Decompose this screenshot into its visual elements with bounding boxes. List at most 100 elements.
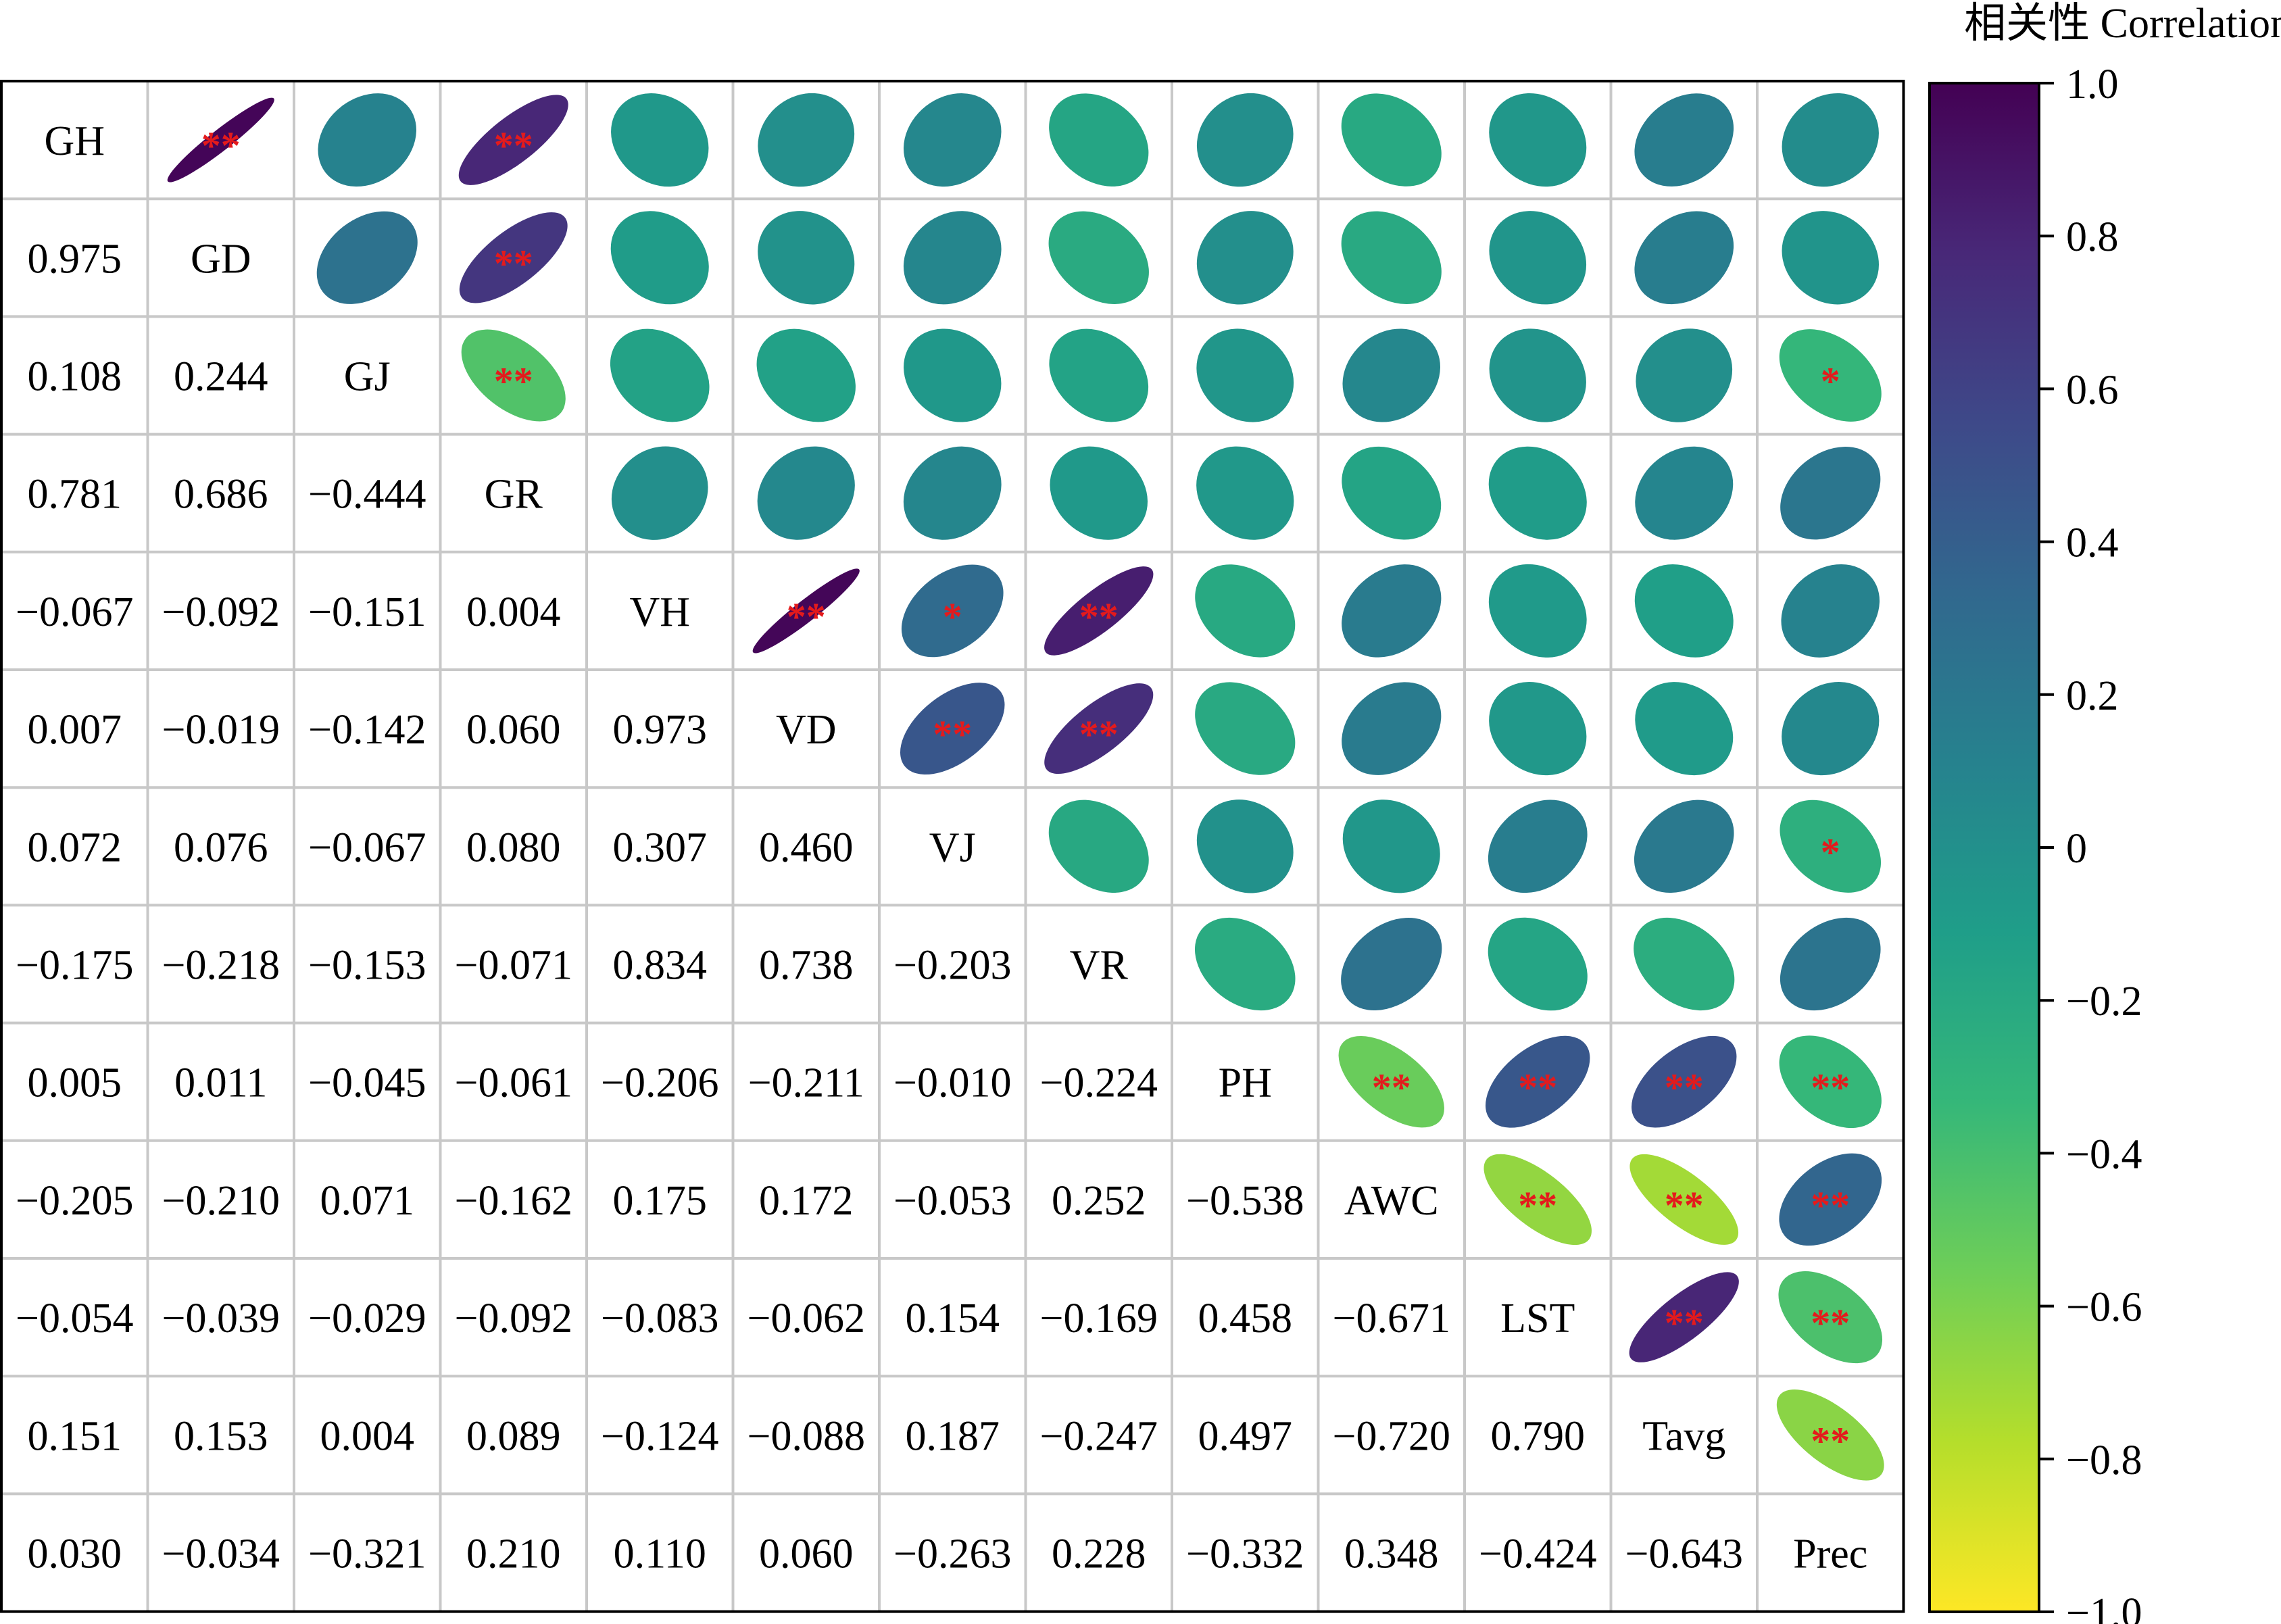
coef-label-lst-gh: −0.054	[16, 1296, 133, 1342]
coef-label-ph-vj: −0.010	[893, 1060, 1011, 1106]
ellipse-gd-awc	[1341, 211, 1442, 304]
coef-label-ph-vd: −0.211	[748, 1060, 864, 1106]
coef-label-vh-gj: −0.151	[308, 589, 426, 635]
colorbar-tick-label: 0.4	[2066, 520, 2119, 566]
significance-mark: *	[943, 595, 962, 639]
ellipse-gd-vh	[610, 211, 709, 305]
ellipse-vr-lst	[1488, 917, 1588, 1011]
coef-label-vj-gh: 0.072	[28, 825, 122, 870]
coef-label-vj-gj: −0.067	[308, 825, 426, 870]
ellipse-vh-vj	[901, 564, 1004, 658]
coef-label-ph-gd: 0.011	[174, 1060, 267, 1106]
ellipse-gr-tavg	[1635, 446, 1734, 540]
coef-label-vh-gd: −0.092	[162, 589, 280, 635]
colorbar-tick-label: −0.4	[2066, 1131, 2142, 1177]
variable-label-gj: GJ	[344, 354, 391, 400]
coef-label-awc-vd: 0.172	[759, 1178, 854, 1224]
coef-label-prec-awc: 0.348	[1344, 1531, 1439, 1577]
ellipse-gh-vr	[1049, 93, 1149, 187]
variable-label-awc: AWC	[1344, 1178, 1439, 1224]
ellipse-tavg-prec	[1776, 1389, 1884, 1481]
ellipse-vd-ph	[1195, 682, 1296, 775]
colorbar-gradient	[1928, 82, 2040, 1613]
ellipse-gr-prec	[1780, 447, 1881, 540]
colorbar-tick-label: −0.2	[2066, 979, 2142, 1025]
matrix-border	[0, 80, 1905, 1613]
ellipse-lst-prec	[1778, 1271, 1883, 1364]
coef-label-tavg-lst: 0.790	[1491, 1413, 1586, 1459]
ellipse-vr-prec	[1780, 917, 1881, 1011]
significance-mark: **	[494, 241, 533, 285]
coef-label-prec-vr: 0.228	[1052, 1531, 1146, 1577]
ellipse-gd-ph	[1196, 211, 1294, 305]
coef-label-vh-gr: 0.004	[466, 589, 561, 635]
coef-label-tavg-gj: 0.004	[320, 1413, 415, 1459]
variable-label-vr: VR	[1070, 943, 1129, 989]
ellipse-gh-lst	[1489, 93, 1587, 187]
coef-label-lst-vj: 0.154	[906, 1296, 1000, 1342]
variable-label-vh: VH	[629, 589, 690, 635]
coef-label-ph-vr: −0.224	[1040, 1060, 1158, 1106]
coef-label-ph-gr: −0.061	[455, 1060, 572, 1106]
significance-mark: **	[1811, 1066, 1850, 1110]
ellipse-vd-prec	[1782, 682, 1880, 776]
ellipse-vh-vd	[752, 568, 860, 654]
ellipse-gr-vr	[1050, 446, 1148, 540]
coef-label-prec-gd: −0.034	[162, 1531, 280, 1577]
ellipse-vd-lst	[1489, 682, 1587, 776]
ellipse-vh-ph	[1195, 564, 1296, 658]
ellipse-gr-vd	[757, 446, 855, 540]
coef-label-lst-awc: −0.671	[1333, 1296, 1450, 1342]
ellipse-gd-vd	[758, 211, 855, 305]
ellipse-gr-awc	[1342, 446, 1442, 540]
ellipse-gd-tavg	[1634, 211, 1734, 305]
coef-label-awc-gr: −0.162	[455, 1178, 572, 1224]
coef-label-tavg-gd: 0.153	[174, 1413, 268, 1459]
ellipse-vr-tavg	[1634, 917, 1735, 1011]
coef-label-awc-vr: 0.252	[1052, 1178, 1146, 1224]
coef-label-awc-gd: −0.210	[162, 1178, 280, 1224]
ellipse-gh-prec	[1782, 93, 1879, 187]
ellipse-gj-lst	[1489, 328, 1586, 422]
significance-mark: **	[1079, 595, 1119, 639]
significance-mark: **	[1372, 1066, 1411, 1110]
variable-label-gh: GH	[44, 118, 105, 164]
coef-label-tavg-gr: 0.089	[466, 1413, 561, 1459]
ellipse-gj-prec	[1779, 329, 1882, 422]
variable-label-ph: PH	[1219, 1060, 1272, 1106]
significance-mark: **	[1665, 1301, 1704, 1345]
variable-label-gr: GR	[485, 472, 543, 518]
ellipse-vj-vr	[1048, 799, 1149, 893]
ellipse-vd-vj	[900, 683, 1005, 775]
ellipse-awc-tavg	[1629, 1154, 1739, 1245]
colorbar: 相关性 Correlation 1.0 0.8 0.6 0.4 0.2 0 −0.2 −0.4…	[1928, 1, 2281, 1624]
coef-label-prec-gh: 0.030	[28, 1531, 122, 1577]
ellipse-ph-prec	[1779, 1035, 1882, 1129]
significance-mark: *	[1821, 360, 1840, 403]
variable-label-vj: VJ	[929, 825, 976, 870]
coef-label-gr-gd: 0.686	[174, 472, 268, 518]
ellipse-gj-awc	[1342, 328, 1440, 422]
ellipse-gd-lst	[1489, 211, 1587, 305]
coef-label-gd-gh: 0.975	[28, 236, 122, 282]
coef-label-awc-gh: −0.205	[16, 1178, 133, 1224]
significance-mark: **	[1665, 1183, 1704, 1227]
variable-label-lst: LST	[1500, 1296, 1575, 1342]
significance-mark: **	[1665, 1066, 1704, 1110]
coef-label-lst-vh: −0.083	[601, 1296, 718, 1342]
ellipse-ph-awc	[1338, 1036, 1444, 1128]
ellipse-gj-vj	[904, 328, 1002, 422]
grid-lines	[1, 81, 1904, 1612]
ellipse-vr-ph	[1194, 917, 1296, 1011]
ellipse-gh-vh	[611, 93, 709, 187]
variable-label-tavg: Tavg	[1642, 1413, 1725, 1459]
coef-label-gr-gh: 0.781	[28, 472, 122, 518]
colorbar-title: 相关性 Correlation	[1964, 1, 2281, 47]
coef-label-tavg-awc: −0.720	[1333, 1413, 1450, 1459]
ellipse-gr-lst	[1488, 446, 1587, 540]
ellipse-vh-lst	[1488, 564, 1587, 658]
coef-label-lst-gd: −0.039	[162, 1296, 280, 1342]
ellipse-gr-ph	[1196, 446, 1294, 540]
ellipse-awc-lst	[1483, 1154, 1592, 1246]
colorbar-tick-label: −0.8	[2066, 1437, 2142, 1483]
